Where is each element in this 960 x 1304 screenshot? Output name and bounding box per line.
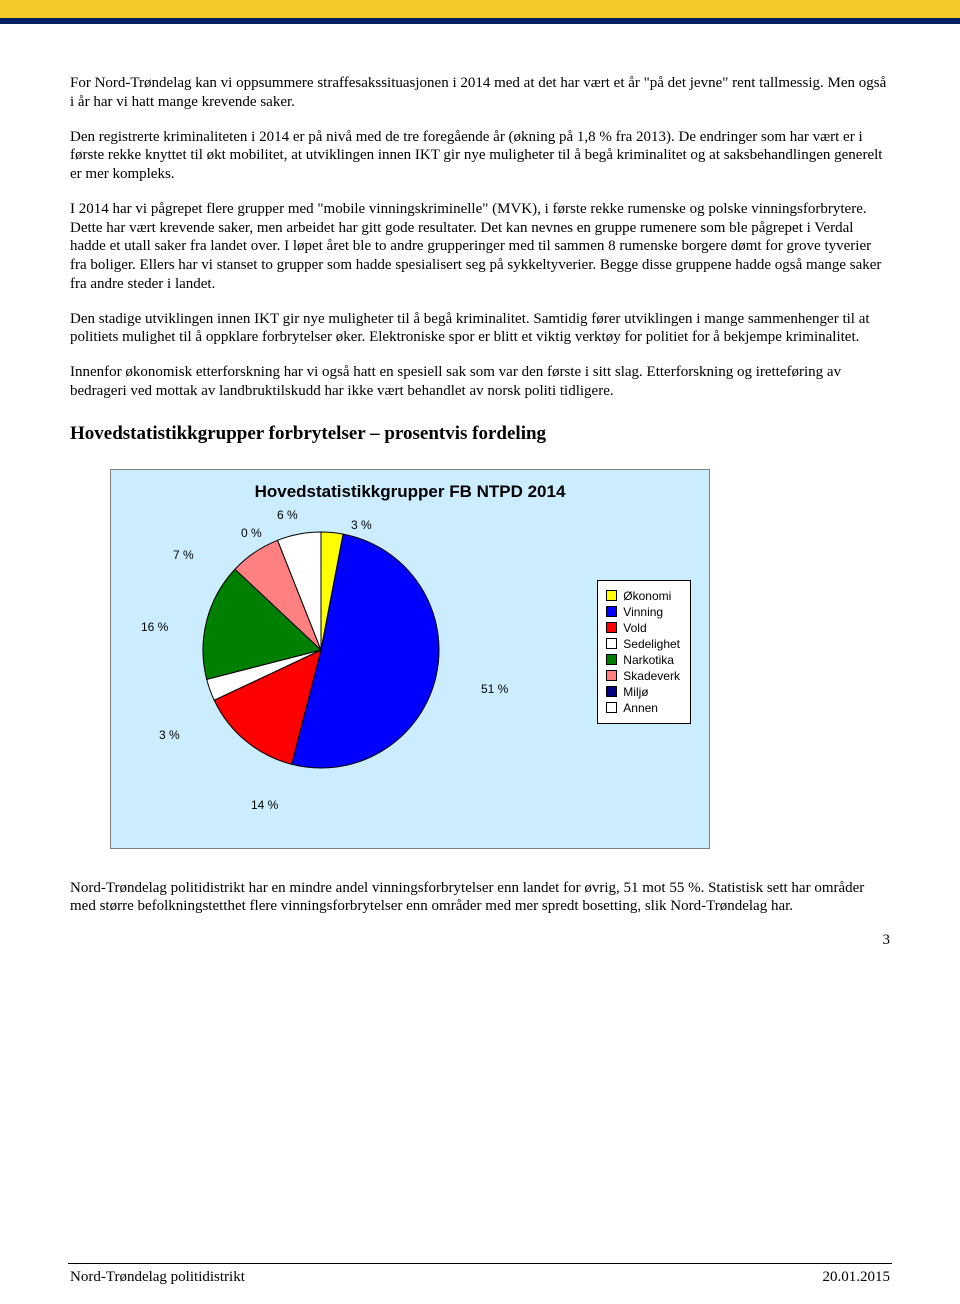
legend-row: Sedelighet [606, 637, 680, 651]
pie-chart-container: Hovedstatistikkgrupper FB NTPD 2014 6 % 0… [110, 469, 710, 849]
legend-label: Miljø [623, 685, 648, 699]
legend-row: Vinning [606, 605, 680, 619]
legend-row: Vold [606, 621, 680, 635]
pie-callout-label: 0 % [241, 526, 262, 540]
legend-row: Narkotika [606, 653, 680, 667]
legend-label: Vold [623, 621, 646, 635]
pie-callout-label: 6 % [277, 508, 298, 522]
legend-label: Sedelighet [623, 637, 680, 651]
pie-chart [201, 530, 441, 770]
page-footer: Nord-Trøndelag politidistrikt 20.01.2015 [70, 1269, 890, 1286]
chart-legend: Økonomi Vinning Vold Sedelighet Narkotika Ska… [597, 580, 691, 724]
legend-label: Økonomi [623, 589, 671, 603]
legend-label: Annen [623, 701, 658, 715]
legend-swatch [606, 590, 617, 601]
legend-swatch [606, 686, 617, 697]
legend-label: Vinning [623, 605, 663, 619]
footer-right: 20.01.2015 [823, 1269, 891, 1286]
footer-left: Nord-Trøndelag politidistrikt [70, 1269, 245, 1286]
pie-callout-label: 3 % [159, 728, 180, 742]
footer-rule [68, 1263, 892, 1264]
legend-row: Annen [606, 701, 680, 715]
page-content: For Nord-Trøndelag kan vi oppsummere str… [0, 24, 960, 916]
header-gold-bar [0, 0, 960, 18]
paragraph-5: Innenfor økonomisk etterforskning har vi… [70, 363, 890, 401]
legend-swatch [606, 670, 617, 681]
pie-callout-label: 3 % [351, 518, 372, 532]
legend-row: Økonomi [606, 589, 680, 603]
legend-row: Miljø [606, 685, 680, 699]
pie-callout-label: 16 % [141, 620, 168, 634]
legend-swatch [606, 606, 617, 617]
legend-label: Narkotika [623, 653, 674, 667]
paragraph-6: Nord-Trøndelag politidistrikt har en min… [70, 879, 890, 917]
legend-swatch [606, 638, 617, 649]
paragraph-2: Den registrerte kriminaliteten i 2014 er… [70, 128, 890, 184]
legend-swatch [606, 654, 617, 665]
paragraph-1: For Nord-Trøndelag kan vi oppsummere str… [70, 74, 890, 112]
paragraph-4: Den stadige utviklingen innen IKT gir ny… [70, 310, 890, 348]
pie-callout-label: 51 % [481, 682, 508, 696]
legend-label: Skadeverk [623, 669, 680, 683]
pie-svg [201, 530, 441, 770]
legend-swatch [606, 622, 617, 633]
paragraph-3: I 2014 har vi pågrepet flere grupper med… [70, 200, 890, 294]
legend-swatch [606, 702, 617, 713]
section-heading: Hovedstatistikkgrupper forbrytelser – pr… [70, 423, 890, 445]
legend-row: Skadeverk [606, 669, 680, 683]
page-number: 3 [0, 932, 960, 949]
pie-callout-label: 14 % [251, 798, 278, 812]
pie-callout-label: 7 % [173, 548, 194, 562]
chart-title: Hovedstatistikkgrupper FB NTPD 2014 [111, 482, 709, 502]
